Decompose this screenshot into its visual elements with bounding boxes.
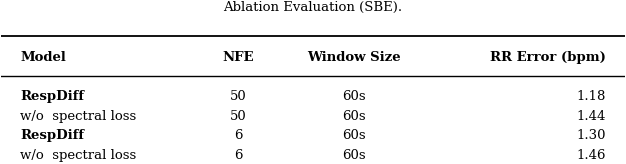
Text: w/o  spectral loss: w/o spectral loss <box>20 110 136 123</box>
Text: 50: 50 <box>230 90 247 102</box>
Text: 50: 50 <box>230 110 247 123</box>
Text: NFE: NFE <box>222 51 254 64</box>
Text: Ablation Evaluation (SBE).: Ablation Evaluation (SBE). <box>223 1 403 14</box>
Text: 60s: 60s <box>342 129 366 143</box>
Text: 1.44: 1.44 <box>577 110 606 123</box>
Text: w/o  spectral loss: w/o spectral loss <box>20 149 136 162</box>
Text: Window Size: Window Size <box>307 51 400 64</box>
Text: 1.30: 1.30 <box>577 129 606 143</box>
Text: 1.46: 1.46 <box>577 149 606 162</box>
Text: Model: Model <box>20 51 66 64</box>
Text: 60s: 60s <box>342 110 366 123</box>
Text: RespDiff: RespDiff <box>20 90 84 102</box>
Text: 6: 6 <box>234 149 242 162</box>
Text: RespDiff: RespDiff <box>20 129 84 143</box>
Text: 60s: 60s <box>342 90 366 102</box>
Text: 6: 6 <box>234 129 242 143</box>
Text: RR Error (bpm): RR Error (bpm) <box>490 51 606 64</box>
Text: 60s: 60s <box>342 149 366 162</box>
Text: 1.18: 1.18 <box>577 90 606 102</box>
